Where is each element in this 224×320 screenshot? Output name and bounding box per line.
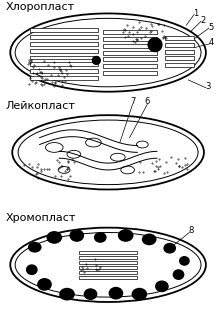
- Bar: [79, 256, 138, 259]
- Bar: [30, 76, 98, 80]
- Text: 3: 3: [205, 82, 211, 91]
- Ellipse shape: [59, 288, 75, 300]
- Text: 6: 6: [144, 97, 150, 106]
- Ellipse shape: [179, 256, 190, 266]
- Bar: [30, 42, 98, 46]
- Bar: [165, 36, 194, 40]
- Text: 4: 4: [208, 38, 213, 47]
- Bar: [30, 55, 98, 60]
- Ellipse shape: [69, 229, 84, 242]
- Ellipse shape: [109, 287, 123, 300]
- Ellipse shape: [12, 115, 204, 189]
- Bar: [79, 271, 138, 274]
- Bar: [79, 276, 138, 278]
- Bar: [103, 64, 157, 68]
- Bar: [103, 71, 157, 75]
- Bar: [30, 69, 98, 73]
- Circle shape: [148, 38, 162, 52]
- Ellipse shape: [142, 234, 157, 245]
- Ellipse shape: [94, 232, 107, 243]
- Ellipse shape: [46, 231, 62, 244]
- Ellipse shape: [84, 288, 97, 300]
- Text: Лейкопласт: Лейкопласт: [5, 101, 75, 111]
- Circle shape: [93, 57, 100, 64]
- Bar: [30, 35, 98, 39]
- Text: 5: 5: [208, 23, 213, 32]
- Bar: [165, 57, 194, 60]
- Bar: [103, 44, 157, 48]
- Bar: [103, 30, 157, 34]
- Bar: [79, 251, 138, 254]
- Ellipse shape: [163, 243, 176, 253]
- Bar: [165, 50, 194, 53]
- Bar: [103, 37, 157, 41]
- Ellipse shape: [131, 288, 147, 300]
- Ellipse shape: [10, 13, 206, 92]
- Ellipse shape: [155, 280, 169, 292]
- Ellipse shape: [10, 228, 206, 302]
- Text: 8: 8: [189, 226, 194, 235]
- Bar: [30, 62, 98, 66]
- Bar: [79, 266, 138, 269]
- Bar: [103, 58, 157, 61]
- Text: Хлоропласт: Хлоропласт: [5, 2, 75, 12]
- Ellipse shape: [26, 264, 38, 275]
- Text: 1: 1: [194, 9, 199, 18]
- Bar: [103, 51, 157, 54]
- Bar: [79, 261, 138, 264]
- Text: Хромопласт: Хромопласт: [5, 213, 76, 223]
- Ellipse shape: [118, 229, 134, 242]
- Ellipse shape: [37, 278, 52, 291]
- Bar: [165, 63, 194, 67]
- Text: 2: 2: [200, 16, 206, 25]
- Bar: [165, 43, 194, 47]
- Text: 7: 7: [130, 97, 135, 106]
- Bar: [30, 28, 98, 32]
- Ellipse shape: [173, 269, 184, 280]
- Ellipse shape: [28, 242, 42, 252]
- Bar: [30, 49, 98, 52]
